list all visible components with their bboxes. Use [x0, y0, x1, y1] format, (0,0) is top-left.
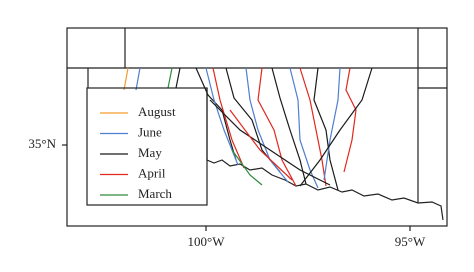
track — [167, 67, 173, 89]
y-tick-label: 35°N — [28, 136, 56, 151]
track — [175, 67, 181, 89]
map-frame — [66, 27, 448, 227]
track — [299, 67, 327, 187]
legend-label: June — [138, 124, 162, 139]
track — [289, 67, 319, 189]
track — [135, 67, 141, 91]
track — [231, 149, 263, 186]
legend-label: May — [138, 145, 162, 160]
x-tick-label: 100°W — [188, 234, 226, 249]
track — [123, 67, 129, 91]
boundaries — [67, 28, 447, 221]
legend-label: April — [138, 165, 166, 180]
legend: August June May April March — [100, 104, 176, 201]
track — [343, 67, 357, 173]
track — [271, 67, 307, 185]
track — [205, 67, 239, 166]
track — [209, 99, 331, 186]
track — [323, 67, 341, 181]
storm-tracks — [123, 67, 373, 191]
track — [299, 67, 373, 187]
track — [245, 67, 289, 183]
track — [229, 109, 293, 181]
legend-box — [86, 87, 208, 206]
track — [313, 67, 339, 191]
track — [195, 67, 237, 161]
legend-label: August — [138, 104, 176, 119]
x-tick-label: 95°W — [395, 234, 426, 249]
legend-label: March — [138, 186, 172, 201]
track — [257, 67, 297, 187]
track — [212, 67, 245, 169]
